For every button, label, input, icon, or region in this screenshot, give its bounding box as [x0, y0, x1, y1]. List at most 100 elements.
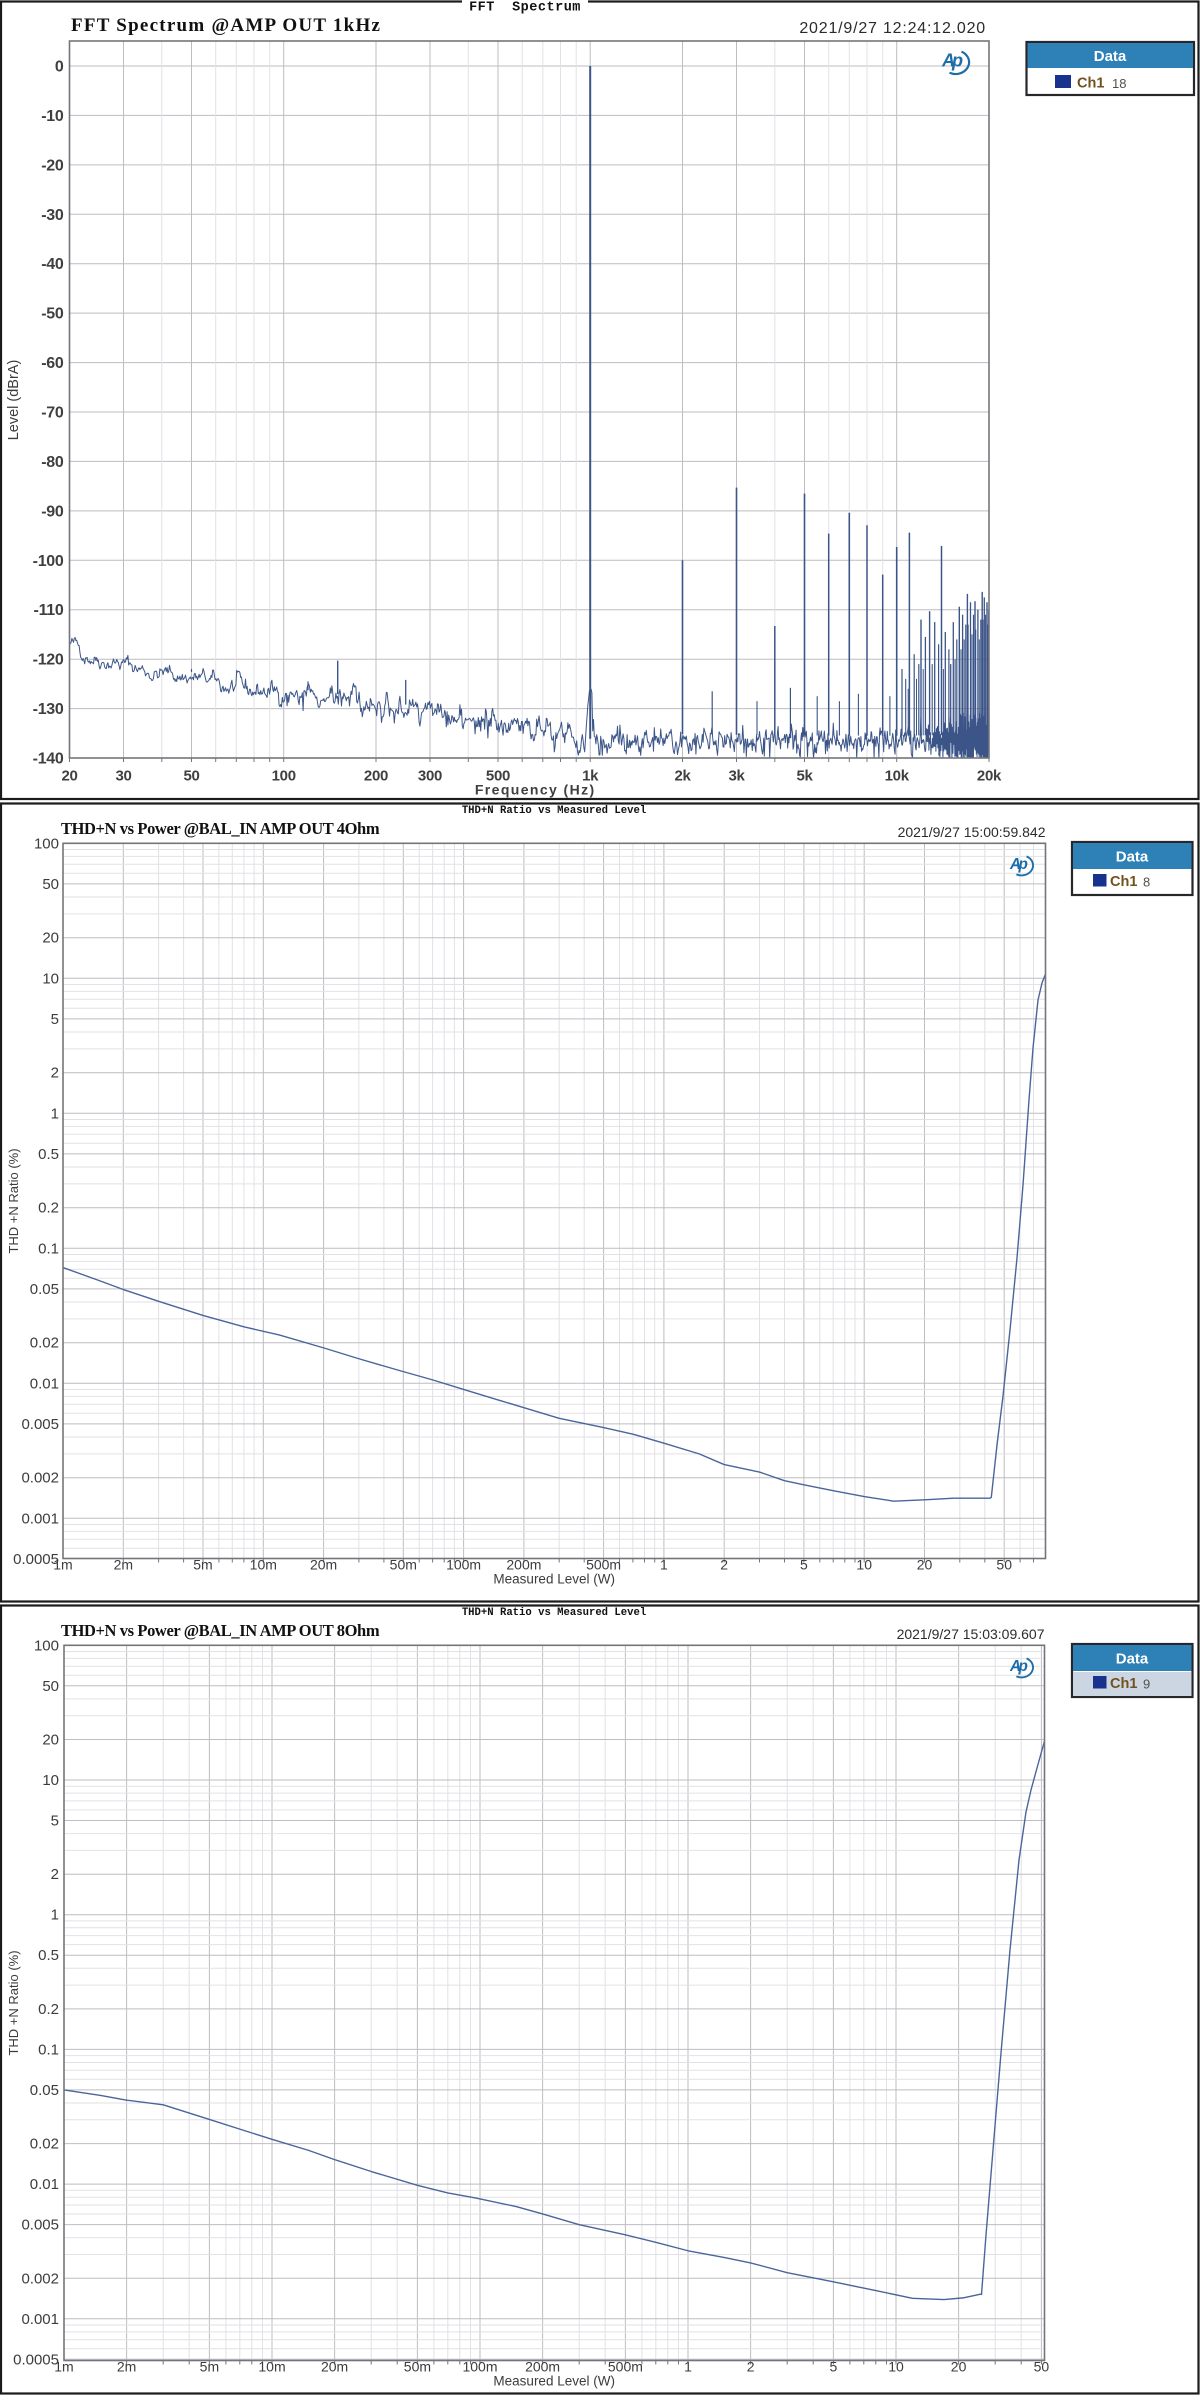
svg-text:Measured Level (W): Measured Level (W): [493, 2373, 615, 2388]
svg-text:-60: -60: [41, 355, 64, 372]
svg-text:2: 2: [720, 1556, 728, 1572]
svg-text:0.02: 0.02: [30, 1335, 59, 1352]
svg-text:5m: 5m: [193, 1556, 212, 1572]
svg-text:10: 10: [856, 1556, 872, 1572]
svg-text:500: 500: [486, 768, 510, 785]
svg-text:p: p: [1018, 856, 1028, 873]
svg-text:0.05: 0.05: [30, 2082, 59, 2099]
svg-text:FFT Spectrum @AMP OUT 1kHz: FFT Spectrum @AMP OUT 1kHz: [71, 15, 381, 36]
svg-text:0.1: 0.1: [38, 2041, 59, 2058]
svg-text:0.01: 0.01: [30, 2176, 59, 2193]
svg-text:300: 300: [418, 768, 442, 785]
svg-text:THD+N Ratio vs Measured Level: THD+N Ratio vs Measured Level: [462, 1607, 646, 1619]
svg-text:100: 100: [34, 835, 59, 852]
svg-text:A: A: [1009, 856, 1021, 873]
svg-text:50: 50: [42, 876, 59, 893]
svg-text:Ch1: Ch1: [1110, 1676, 1137, 1692]
svg-text:0.002: 0.002: [21, 2270, 59, 2287]
svg-text:50: 50: [183, 768, 199, 785]
svg-text:0.001: 0.001: [21, 2311, 59, 2328]
svg-text:100m: 100m: [462, 2358, 497, 2374]
svg-text:0.2: 0.2: [38, 1200, 59, 1217]
svg-text:5k: 5k: [796, 768, 813, 785]
svg-text:10m: 10m: [258, 2358, 285, 2374]
svg-text:20: 20: [917, 1556, 933, 1572]
svg-text:Ch1: Ch1: [1110, 874, 1137, 890]
svg-text:10k: 10k: [885, 768, 910, 785]
svg-text:20: 20: [951, 2358, 967, 2374]
svg-text:2: 2: [51, 1866, 59, 1883]
svg-text:20: 20: [42, 1732, 59, 1749]
svg-text:0.002: 0.002: [21, 1470, 59, 1487]
svg-text:-10: -10: [41, 108, 64, 125]
svg-text:5: 5: [51, 1813, 59, 1830]
svg-text:2m: 2m: [114, 1556, 133, 1572]
svg-text:10m: 10m: [250, 1556, 277, 1572]
svg-text:50m: 50m: [404, 2358, 431, 2374]
svg-text:500m: 500m: [608, 2358, 643, 2374]
svg-text:18: 18: [1112, 76, 1126, 91]
svg-text:10: 10: [42, 1772, 59, 1789]
svg-text:-80: -80: [41, 454, 64, 471]
svg-text:THD +N Ratio (%): THD +N Ratio (%): [6, 1950, 21, 2055]
svg-text:FFT Spectrum: FFT Spectrum: [469, 1, 581, 16]
svg-text:2: 2: [747, 2358, 755, 2374]
svg-text:0.2: 0.2: [38, 2001, 59, 2018]
svg-text:0.01: 0.01: [30, 1375, 59, 1392]
svg-text:p: p: [1018, 1658, 1028, 1675]
svg-text:-40: -40: [41, 256, 64, 273]
svg-text:5: 5: [51, 1011, 59, 1028]
svg-text:-140: -140: [33, 751, 64, 768]
svg-text:20k: 20k: [977, 768, 1002, 785]
svg-text:Frequency (Hz): Frequency (Hz): [475, 782, 596, 798]
svg-text:0.1: 0.1: [38, 1240, 59, 1257]
svg-text:100: 100: [272, 768, 296, 785]
svg-text:50: 50: [42, 1678, 59, 1695]
svg-text:Data: Data: [1094, 48, 1127, 65]
svg-text:-90: -90: [41, 503, 64, 520]
svg-text:THD+N vs Power @BAL_IN AMP OUT: THD+N vs Power @BAL_IN AMP OUT 4Ohm: [61, 819, 380, 838]
svg-text:-120: -120: [33, 652, 64, 669]
svg-text:Measured Level (W): Measured Level (W): [493, 1571, 615, 1586]
svg-text:Ch1: Ch1: [1077, 76, 1104, 92]
svg-text:0.5: 0.5: [38, 1146, 59, 1163]
svg-text:200: 200: [364, 768, 388, 785]
svg-text:-20: -20: [41, 157, 64, 174]
svg-text:-50: -50: [41, 306, 64, 323]
svg-text:0.005: 0.005: [21, 1416, 59, 1433]
svg-text:0: 0: [55, 59, 64, 76]
svg-text:p: p: [951, 51, 963, 71]
svg-text:1: 1: [51, 1105, 59, 1122]
svg-text:-130: -130: [33, 701, 64, 718]
svg-text:2021/9/27 15:00:59.842: 2021/9/27 15:00:59.842: [898, 824, 1046, 840]
svg-text:5: 5: [830, 2358, 838, 2374]
svg-text:0.5: 0.5: [38, 1947, 59, 1964]
svg-text:10: 10: [888, 2358, 904, 2374]
svg-text:1m: 1m: [53, 1556, 72, 1572]
svg-text:1: 1: [684, 2358, 692, 2374]
svg-text:9: 9: [1143, 1677, 1150, 1692]
svg-text:1m: 1m: [54, 2358, 73, 2374]
svg-text:THD +N Ratio (%): THD +N Ratio (%): [6, 1148, 21, 1253]
svg-text:0.0005: 0.0005: [13, 2351, 59, 2368]
svg-text:-70: -70: [41, 405, 64, 422]
svg-text:0.001: 0.001: [21, 1510, 59, 1527]
svg-text:THD+N Ratio vs Measured Level: THD+N Ratio vs Measured Level: [462, 805, 646, 817]
svg-text:200m: 200m: [506, 1556, 541, 1572]
svg-text:Level (dBrA): Level (dBrA): [6, 360, 22, 441]
svg-text:1k: 1k: [582, 768, 599, 785]
svg-text:50: 50: [1034, 2358, 1050, 2374]
svg-text:100: 100: [34, 1637, 59, 1654]
svg-text:-100: -100: [33, 553, 64, 570]
svg-text:30: 30: [115, 768, 131, 785]
svg-text:5: 5: [800, 1556, 808, 1572]
svg-text:2m: 2m: [117, 2358, 136, 2374]
svg-text:-110: -110: [34, 602, 64, 619]
svg-text:THD+N vs Power @BAL_IN AMP OUT: THD+N vs Power @BAL_IN AMP OUT 8Ohm: [61, 1621, 380, 1640]
svg-text:-30: -30: [41, 207, 64, 224]
svg-text:2021/9/27 15:03:09.607: 2021/9/27 15:03:09.607: [897, 1626, 1045, 1642]
svg-text:A: A: [1009, 1658, 1021, 1675]
svg-text:500m: 500m: [586, 1556, 621, 1572]
svg-text:Data: Data: [1116, 1651, 1149, 1668]
svg-text:0.005: 0.005: [21, 2217, 59, 2234]
